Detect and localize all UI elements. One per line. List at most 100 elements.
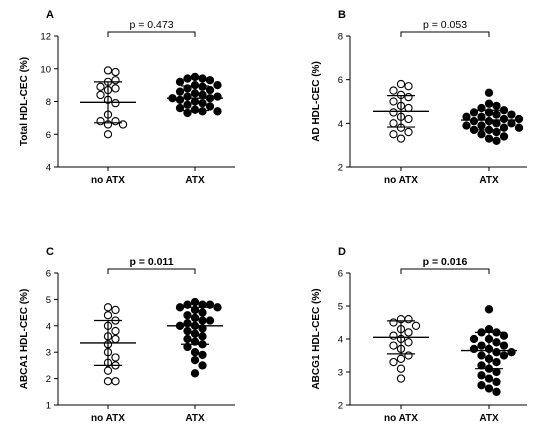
data-point [499, 114, 509, 124]
data-point [111, 117, 120, 126]
panel-a: A 4 6 8 10 12 Total HDL-CEC (%) no ATX ATX p = 0.… [19, 9, 235, 186]
data-point [492, 387, 501, 396]
data-point [118, 120, 128, 129]
data-point [111, 377, 120, 386]
data-point [111, 67, 120, 77]
data-point [111, 76, 120, 85]
y-tick-label: 6 [338, 75, 343, 86]
data-point [477, 371, 486, 380]
y-axis-label: ABCA1 HDL-CEC (%) [19, 289, 30, 390]
data-point [389, 341, 398, 350]
data-point [111, 84, 120, 93]
data-point [103, 377, 113, 386]
data-point [213, 80, 222, 90]
data-point [190, 355, 200, 365]
data-point [183, 311, 192, 320]
x-tick-label: ATX [479, 413, 499, 424]
y-tick-label: 2 [338, 163, 343, 174]
data-point [198, 332, 207, 341]
data-point [183, 108, 192, 118]
data-point [469, 334, 479, 344]
data-point [190, 297, 200, 307]
data-point [111, 305, 120, 315]
data-point [492, 119, 501, 128]
data-point [175, 77, 185, 86]
data-point [484, 374, 494, 383]
data-point [477, 361, 486, 370]
data-point [198, 82, 207, 91]
y-tick-label: 12 [40, 32, 51, 43]
data-point [103, 366, 113, 375]
data-point [404, 351, 413, 360]
data-point [469, 117, 479, 126]
data-point [469, 344, 479, 354]
data-point [183, 334, 192, 344]
x-tick-label: no ATX [384, 175, 418, 186]
y-tick-label: 6 [338, 269, 343, 280]
y-tick-label: 2 [46, 374, 51, 385]
y-tick-label: 5 [338, 302, 343, 313]
y-tick-label: 8 [46, 97, 51, 108]
data-point [389, 119, 398, 128]
data-point [404, 82, 413, 91]
data-point [183, 92, 192, 101]
x-tick-label: ATX [185, 175, 205, 186]
data-point [492, 367, 501, 377]
data-point [396, 354, 406, 363]
data-point [111, 326, 120, 336]
y-tick-label: 6 [46, 269, 51, 280]
data-point [404, 114, 413, 124]
data-point [205, 85, 215, 95]
data-point [205, 316, 215, 325]
data-point [477, 351, 486, 360]
data-point [103, 303, 113, 312]
y-tick-label: 4 [338, 335, 343, 346]
data-point [111, 353, 120, 362]
p-value: p = 0.053 [423, 19, 467, 31]
significance-bracket [400, 268, 490, 274]
data-point [477, 130, 486, 139]
data-point [477, 341, 486, 350]
y-tick-label: 1 [46, 401, 51, 412]
data-point [198, 350, 207, 359]
data-point [96, 90, 105, 100]
data-point [499, 351, 509, 360]
data-point [198, 107, 207, 116]
panel-d: D 2 3 4 5 6 ABCG1 HDL-CEC (%) no ATX ATX p = 0.01… [311, 246, 527, 424]
significance-bracket [107, 31, 196, 37]
data-point [198, 308, 207, 317]
data-point [396, 79, 406, 89]
data-point [477, 112, 486, 121]
data-point [103, 66, 113, 75]
data-point [484, 134, 494, 143]
data-point [514, 123, 524, 132]
data-point [507, 110, 516, 119]
significance-bracket [400, 31, 490, 37]
data-point [492, 357, 501, 367]
data-point [190, 369, 200, 378]
y-axis-label: Total HDL-CEC (%) [19, 57, 30, 146]
data-point [389, 108, 398, 117]
data-point [389, 318, 398, 327]
data-point [183, 300, 192, 309]
panel-c: C 1 2 3 4 5 6 ABCA1 HDL-CEC (%) no ATX ATX p = 0.0… [19, 246, 235, 424]
y-axis-label: ABCG1 HDL-CEC (%) [311, 288, 322, 389]
y-tick-label: 2 [338, 401, 343, 412]
data-point [198, 324, 207, 333]
data-point [404, 338, 413, 347]
data-point [198, 98, 207, 108]
data-point [404, 92, 413, 102]
panel-b: B 2 4 6 8 AD HDL-CEC (%) no ATX ATX p = 0.053 [311, 9, 527, 186]
data-point [183, 84, 192, 93]
data-point [462, 112, 471, 121]
p-value: p = 0.016 [423, 256, 468, 268]
x-tick-label: ATX [185, 413, 205, 424]
data-point [205, 102, 215, 111]
data-point [499, 331, 509, 340]
data-point [484, 324, 494, 334]
data-point [462, 121, 471, 130]
data-point [103, 130, 113, 139]
data-point [404, 328, 413, 337]
data-point [205, 76, 215, 85]
